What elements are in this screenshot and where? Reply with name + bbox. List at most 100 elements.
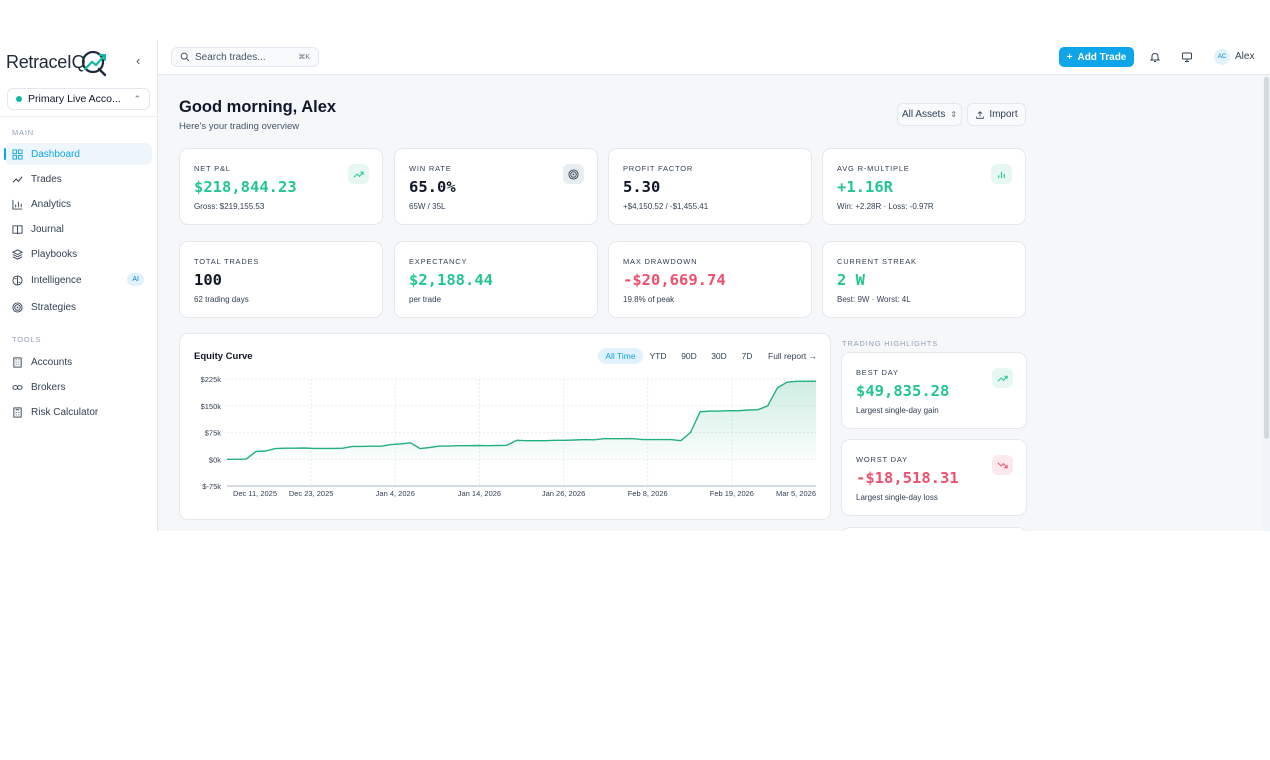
bell-icon[interactable]	[1148, 50, 1162, 64]
stat-value: 5.30	[623, 178, 661, 196]
sidebar-item-trades[interactable]: Trades	[5, 168, 152, 190]
sidebar-item-label: Risk Calculator	[31, 406, 99, 418]
sidebar-item-label: Analytics	[31, 198, 72, 210]
search-placeholder: Search trades...	[195, 51, 266, 63]
sidebar-item-label: Dashboard	[31, 148, 80, 160]
sidebar-item-intelligence[interactable]: Intelligence AI	[5, 269, 152, 291]
sidebar-item-label: Journal	[31, 223, 64, 235]
highlight-label: BEST DAY	[856, 368, 899, 377]
avatar[interactable]: AC	[1214, 49, 1230, 65]
stat-value: $218,844.23	[194, 178, 297, 196]
stat-label: EXPECTANCY	[409, 257, 468, 266]
sidebar-item-strategies[interactable]: Strategies	[5, 296, 152, 318]
page-title: Good morning, Alex	[179, 98, 337, 116]
trend-up-icon	[992, 368, 1013, 388]
top-bar: Search trades... ⌘K + Add Trade AC Alex	[158, 40, 1270, 75]
sidebar-item-label: Playbooks	[31, 248, 78, 260]
account-status-dot	[16, 96, 22, 102]
scrollbar[interactable]	[1263, 75, 1270, 531]
import-label: Import	[989, 109, 1018, 120]
stat-value: 2 W	[837, 271, 865, 289]
book-icon	[12, 224, 23, 235]
highlight-card-worst-day: WORST DAY -$18,518.31 Largest single-day…	[841, 439, 1027, 516]
sidebar-item-dashboard[interactable]: Dashboard	[4, 143, 152, 165]
sidebar-item-accounts[interactable]: Accounts	[5, 351, 152, 373]
layers-icon	[12, 248, 23, 260]
sidebar-item-risk-calculator[interactable]: Risk Calculator	[5, 401, 152, 423]
sidebar-item-brokers[interactable]: Brokers	[5, 376, 152, 398]
stat-card-total-trades: TOTAL TRADES 100 62 trading days	[179, 241, 383, 318]
sidebar-item-journal[interactable]: Journal	[5, 218, 152, 240]
stat-card-net-pnl: NET P&L $218,844.23 Gross: $219,155.53	[179, 148, 383, 225]
stat-card-expectancy: EXPECTANCY $2,188.44 per trade	[394, 241, 598, 318]
stat-card-profit-factor: PROFIT FACTOR 5.30 +$4,150.52 / -$1,455.…	[608, 148, 812, 225]
highlight-card-best-day: BEST DAY $49,835.28 Largest single-day g…	[841, 352, 1027, 429]
collapse-sidebar-icon[interactable]: ‹	[136, 53, 141, 68]
x-tick-label: Dec 11, 2025	[233, 489, 277, 498]
stat-label: WIN RATE	[409, 164, 452, 173]
x-tick-label: Feb 8, 2026	[628, 489, 668, 498]
equity-curve-card: $225k $150k $75k $0k $-75k Dec 11, 2025 Dec 23…	[179, 333, 831, 520]
asset-filter-select[interactable]: All Assets ⇕	[897, 103, 962, 126]
x-tick-label: Dec 23, 2025	[289, 489, 334, 498]
sidebar-item-playbooks[interactable]: Playbooks	[5, 243, 152, 265]
highlight-value: $49,835.28	[856, 382, 950, 400]
section-label-tools: TOOLS	[12, 335, 42, 344]
page-subtitle: Here's your trading overview	[179, 121, 300, 132]
stat-sub: 65W / 35L	[409, 202, 446, 211]
equity-curve-chart: $225k $150k $75k $0k $-75k Dec 11, 2025 Dec 23…	[201, 375, 817, 498]
y-tick-label: $75k	[205, 429, 222, 438]
range-tab-all-time[interactable]: All Time	[598, 348, 643, 364]
y-tick-label: $-75k	[202, 482, 221, 491]
target-icon	[563, 164, 584, 184]
y-tick-label: $225k	[201, 375, 222, 384]
range-tab-30d[interactable]: 30D	[711, 351, 727, 361]
trend-up-icon	[348, 164, 369, 184]
account-selector[interactable]: Primary Live Acco... ⌃	[7, 88, 150, 110]
stat-label: TOTAL TRADES	[194, 257, 260, 266]
link-icon	[12, 382, 23, 393]
highlight-value: -$18,518.31	[856, 469, 959, 487]
x-tick-label: Jan 14, 2026	[458, 489, 501, 498]
chevron-updown-icon: ⇕	[950, 110, 958, 119]
trend-down-icon	[992, 455, 1013, 475]
chart-title: Equity Curve	[194, 351, 253, 362]
add-trade-button[interactable]: + Add Trade	[1059, 47, 1134, 67]
brain-icon	[12, 274, 23, 286]
range-tab-ytd[interactable]: YTD	[649, 351, 667, 361]
x-tick-label: Jan 26, 2026	[542, 489, 585, 498]
stat-card-max-drawdown: MAX DRAWDOWN -$20,669.74 19.8% of peak	[608, 241, 812, 318]
import-button[interactable]: Import	[967, 103, 1026, 126]
user-name[interactable]: Alex	[1235, 51, 1255, 62]
plus-icon: +	[1066, 51, 1073, 63]
building-icon	[12, 356, 23, 368]
bar-chart-icon	[991, 164, 1012, 184]
stat-card-avg-r-multiple: AVG R-MULTIPLE +1.16R Win: +2.28R · Loss…	[822, 148, 1026, 225]
logo[interactable]: RetraceIQ	[6, 46, 156, 78]
full-report-link[interactable]: Full report →	[768, 351, 818, 361]
main-content: Good morning, Alex Here's your trading o…	[158, 75, 1263, 531]
chevron-updown-icon: ⌃	[133, 93, 141, 104]
stat-value: 100	[194, 271, 222, 289]
range-tab-7d[interactable]: 7D	[741, 351, 753, 361]
sidebar-item-label: Strategies	[31, 301, 77, 313]
logo-text: RetraceIQ	[6, 51, 86, 72]
app-window: RetraceIQ ‹ Primary Live Acco... ⌃ MAIN …	[0, 40, 1270, 531]
stat-sub: per trade	[409, 295, 442, 304]
stat-sub: Win: +2.28R · Loss: -0.97R	[837, 202, 934, 211]
sidebar: RetraceIQ ‹ Primary Live Acco... ⌃ MAIN …	[0, 40, 158, 531]
search-icon	[180, 52, 190, 62]
trend-icon	[12, 174, 23, 185]
stat-sub: 62 trading days	[194, 295, 249, 304]
search-shortcut: ⌘K	[298, 54, 310, 61]
stat-label: CURRENT STREAK	[837, 257, 917, 266]
stat-label: AVG R-MULTIPLE	[837, 164, 910, 173]
account-label: Primary Live Acco...	[28, 93, 121, 105]
range-tab-90d[interactable]: 90D	[681, 351, 697, 361]
search-input[interactable]: Search trades... ⌘K	[171, 47, 319, 67]
logo-mark-icon	[82, 50, 107, 77]
monitor-icon[interactable]	[1180, 50, 1194, 64]
highlight-card-partial	[841, 527, 1027, 531]
sidebar-item-analytics[interactable]: Analytics	[5, 193, 152, 215]
scrollbar-thumb[interactable]	[1264, 77, 1269, 439]
